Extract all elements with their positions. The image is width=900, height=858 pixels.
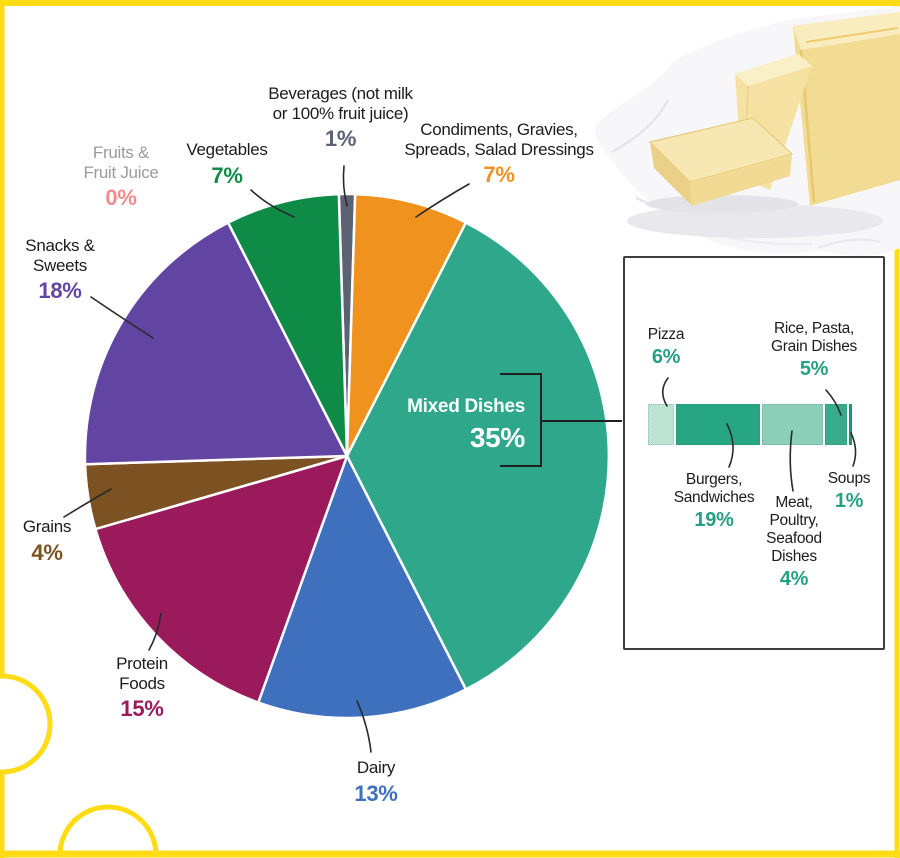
bar-segment-pizza bbox=[648, 404, 674, 445]
label-grains: Grains 4% bbox=[4, 517, 90, 566]
label-protein-name: Protein Foods bbox=[116, 654, 168, 693]
label-snacks-sweets: Snacks & Sweets 18% bbox=[8, 236, 112, 304]
label-fruits-pct: 0% bbox=[105, 185, 137, 211]
label-condiments: Condiments, Gravies, Spreads, Salad Dres… bbox=[393, 120, 605, 188]
label-vegetables-name: Vegetables bbox=[186, 140, 268, 159]
label-burgers-pct: 19% bbox=[694, 508, 734, 531]
label-dairy-name: Dairy bbox=[356, 758, 396, 777]
label-beverages-pct: 1% bbox=[324, 126, 357, 152]
bar-segment-burgers bbox=[676, 404, 760, 445]
label-pizza-name: Pizza bbox=[647, 326, 685, 343]
label-fruits-name: Fruits & Fruit Juice bbox=[83, 143, 159, 182]
mixed-dishes-breakout-box bbox=[623, 256, 885, 650]
bar-segment-soups bbox=[849, 404, 852, 445]
label-dairy-pct: 13% bbox=[354, 780, 398, 806]
butter-slice-standing-top bbox=[735, 54, 812, 86]
label-beverages: Beverages (not milk or 100% fruit juice)… bbox=[233, 84, 448, 152]
frame-bottom-tab bbox=[57, 804, 159, 856]
label-meat-poultry-seafood: Meat, Poultry, Seafood Dishes 4% bbox=[758, 494, 830, 591]
label-vegetables-pct: 7% bbox=[211, 162, 243, 188]
label-dairy: Dairy 13% bbox=[326, 758, 426, 807]
label-grains-name: Grains bbox=[22, 517, 72, 536]
pie-slice-mixed-dishes bbox=[345, 221, 611, 691]
butter-shadow bbox=[627, 204, 883, 238]
paper-crease bbox=[611, 99, 670, 154]
pie-chart bbox=[83, 192, 611, 720]
label-snacks-pct: 18% bbox=[38, 278, 82, 304]
butter-photo bbox=[594, 6, 900, 256]
label-soups-name: Soups bbox=[827, 470, 871, 487]
butter-block bbox=[793, 12, 900, 206]
paper-crease bbox=[817, 238, 881, 249]
label-rice-pct: 5% bbox=[799, 357, 829, 380]
label-snacks-name: Snacks & Sweets bbox=[25, 236, 95, 275]
butter-block-scoreline bbox=[805, 27, 899, 43]
label-soups: Soups 1% bbox=[818, 470, 880, 513]
label-pizza-pct: 6% bbox=[651, 345, 681, 368]
butter-slice-flat-front bbox=[690, 154, 792, 206]
slice-shadow bbox=[646, 195, 798, 213]
label-soups-pct: 1% bbox=[834, 489, 864, 512]
label-vegetables: Vegetables 7% bbox=[170, 140, 284, 189]
butter-slice-flat-left bbox=[650, 142, 692, 206]
label-condiments-name: Condiments, Gravies, Spreads, Salad Dres… bbox=[404, 120, 594, 159]
label-rice-pasta-grain: Rice, Pasta, Grain Dishes 5% bbox=[758, 320, 870, 381]
label-burgers-name: Burgers, Sandwiches bbox=[673, 471, 755, 506]
frame-left-with-tab bbox=[0, 0, 53, 858]
label-meat-pct: 4% bbox=[779, 567, 809, 590]
pie-slice-condiments bbox=[345, 192, 468, 458]
label-meat-name: Meat, Poultry, Seafood Dishes bbox=[766, 494, 822, 565]
label-fruits: Fruits & Fruit Juice 0% bbox=[65, 143, 177, 211]
label-grains-pct: 4% bbox=[31, 539, 63, 565]
label-condiments-pct: 7% bbox=[483, 162, 515, 188]
label-burgers-sandwiches: Burgers, Sandwiches 19% bbox=[664, 471, 764, 532]
mixed-dishes-breakdown-bar bbox=[648, 404, 854, 445]
label-pizza: Pizza 6% bbox=[635, 326, 697, 369]
label-protein-foods: Protein Foods 15% bbox=[92, 654, 192, 722]
label-beverages-name: Beverages (not milk or 100% fruit juice) bbox=[268, 84, 413, 123]
label-protein-pct: 15% bbox=[120, 696, 164, 722]
label-rice-name: Rice, Pasta, Grain Dishes bbox=[771, 320, 857, 355]
